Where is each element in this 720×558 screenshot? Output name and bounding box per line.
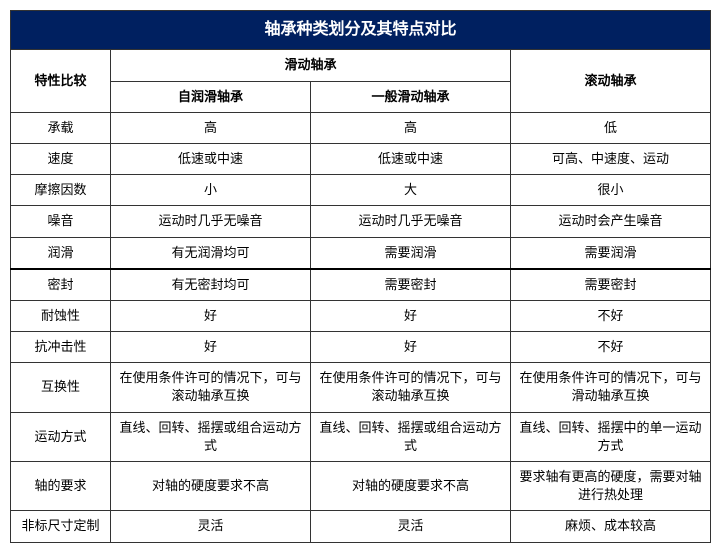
cell-value: 小 [111,175,311,206]
cell-value: 低速或中速 [311,143,511,174]
table-row: 抗冲击性好好不好 [11,332,711,363]
row-label: 速度 [11,143,111,174]
cell-value: 在使用条件许可的情况下，可与滚动轴承互换 [311,363,511,412]
table-title: 轴承种类划分及其特点对比 [11,11,711,50]
cell-value: 高 [111,112,311,143]
col-header-sliding-group: 滑动轴承 [111,50,511,81]
cell-value: 在使用条件许可的情况下，可与滑动轴承互换 [511,363,711,412]
cell-value: 低速或中速 [111,143,311,174]
table-row: 润滑有无润滑均可需要润滑需要润滑 [11,237,711,269]
cell-value: 好 [311,332,511,363]
table-row: 耐蚀性好好不好 [11,300,711,331]
cell-value: 需要润滑 [511,237,711,269]
cell-value: 在使用条件许可的情况下，可与滚动轴承互换 [111,363,311,412]
cell-value: 有无润滑均可 [111,237,311,269]
bearing-comparison-table: 轴承种类划分及其特点对比 特性比较 滑动轴承 滚动轴承 自润滑轴承 一般滑动轴承… [10,10,711,543]
cell-value: 运动时会产生噪音 [511,206,711,237]
cell-value: 直线、回转、摇摆或组合运动方式 [111,412,311,461]
cell-value: 很小 [511,175,711,206]
table-row: 速度低速或中速低速或中速可高、中速度、运动 [11,143,711,174]
row-label: 润滑 [11,237,111,269]
table-row: 承载高高低 [11,112,711,143]
table-row: 轴的要求对轴的硬度要求不高对轴的硬度要求不高要求轴有更高的硬度，需要对轴进行热处… [11,462,711,511]
cell-value: 麻烦、成本较高 [511,511,711,542]
table-row: 非标尺寸定制灵活灵活麻烦、成本较高 [11,511,711,542]
cell-value: 灵活 [111,511,311,542]
row-label: 非标尺寸定制 [11,511,111,542]
cell-value: 要求轴有更高的硬度，需要对轴进行热处理 [511,462,711,511]
header-row-1: 特性比较 滑动轴承 滚动轴承 [11,50,711,81]
cell-value: 高 [311,112,511,143]
table-row: 密封有无密封均可需要密封需要密封 [11,269,711,301]
col-header-self-lub: 自润滑轴承 [111,81,311,112]
row-label: 摩擦因数 [11,175,111,206]
cell-value: 灵活 [311,511,511,542]
table-row: 运动方式直线、回转、摇摆或组合运动方式直线、回转、摇摆或组合运动方式直线、回转、… [11,412,711,461]
table-title-row: 轴承种类划分及其特点对比 [11,11,711,50]
row-label: 轴的要求 [11,462,111,511]
cell-value: 对轴的硬度要求不高 [311,462,511,511]
row-label: 承载 [11,112,111,143]
cell-value: 低 [511,112,711,143]
cell-value: 需要密封 [511,269,711,301]
cell-value: 好 [111,332,311,363]
cell-value: 有无密封均可 [111,269,311,301]
table-row: 噪音运动时几乎无噪音运动时几乎无噪音运动时会产生噪音 [11,206,711,237]
row-label: 耐蚀性 [11,300,111,331]
table-row: 互换性在使用条件许可的情况下，可与滚动轴承互换在使用条件许可的情况下，可与滚动轴… [11,363,711,412]
row-label: 噪音 [11,206,111,237]
col-header-feature: 特性比较 [11,50,111,112]
cell-value: 不好 [511,300,711,331]
cell-value: 直线、回转、摇摆或组合运动方式 [311,412,511,461]
row-label: 运动方式 [11,412,111,461]
cell-value: 对轴的硬度要求不高 [111,462,311,511]
col-header-general-sliding: 一般滑动轴承 [311,81,511,112]
cell-value: 需要润滑 [311,237,511,269]
cell-value: 好 [311,300,511,331]
cell-value: 大 [311,175,511,206]
cell-value: 运动时几乎无噪音 [311,206,511,237]
row-label: 互换性 [11,363,111,412]
cell-value: 需要密封 [311,269,511,301]
cell-value: 不好 [511,332,711,363]
cell-value: 可高、中速度、运动 [511,143,711,174]
row-label: 抗冲击性 [11,332,111,363]
cell-value: 运动时几乎无噪音 [111,206,311,237]
col-header-rolling: 滚动轴承 [511,50,711,112]
table-row: 摩擦因数小大很小 [11,175,711,206]
row-label: 密封 [11,269,111,301]
cell-value: 直线、回转、摇摆中的单一运动方式 [511,412,711,461]
cell-value: 好 [111,300,311,331]
